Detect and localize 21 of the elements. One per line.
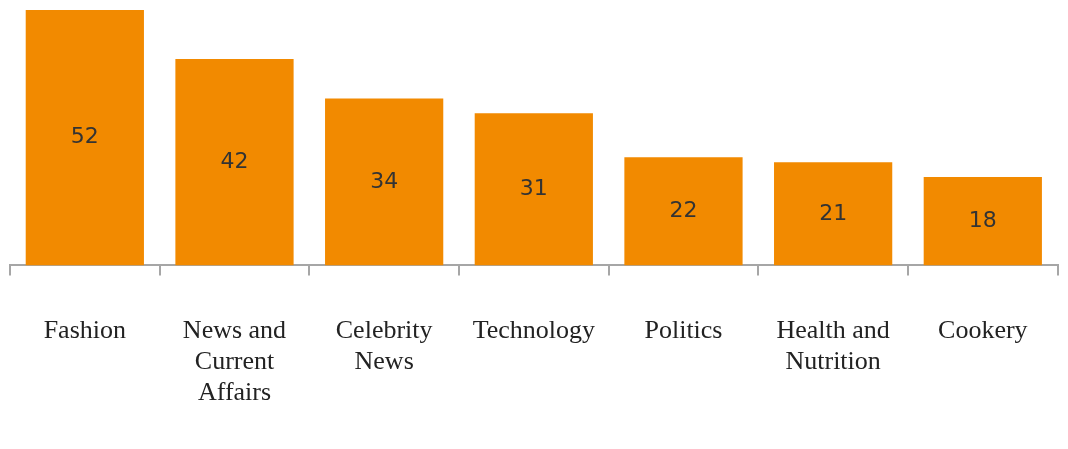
data-label: 34 — [370, 167, 399, 193]
bar — [175, 59, 294, 266]
data-label: 22 — [669, 197, 698, 223]
data-label: 18 — [968, 206, 997, 232]
x-tick-label: Cookery — [938, 314, 1028, 344]
x-tick-label: Health and Nutrition — [776, 314, 890, 376]
bar — [923, 176, 1042, 266]
x-tick-label: Celebrity News — [335, 314, 433, 376]
x-tick-label: News and Current Affairs — [182, 314, 287, 407]
data-label: 52 — [70, 123, 99, 149]
x-tick-label: Politics — [644, 314, 723, 344]
bar — [325, 98, 444, 266]
bar — [774, 162, 893, 266]
data-label: 42 — [220, 147, 249, 173]
bar — [25, 10, 144, 266]
data-label: 31 — [519, 174, 548, 200]
x-tick-label: Fashion — [43, 314, 126, 344]
bar — [624, 157, 743, 266]
data-label: 21 — [819, 199, 848, 225]
x-tick-label: Technology — [472, 314, 595, 344]
bar — [474, 113, 593, 266]
